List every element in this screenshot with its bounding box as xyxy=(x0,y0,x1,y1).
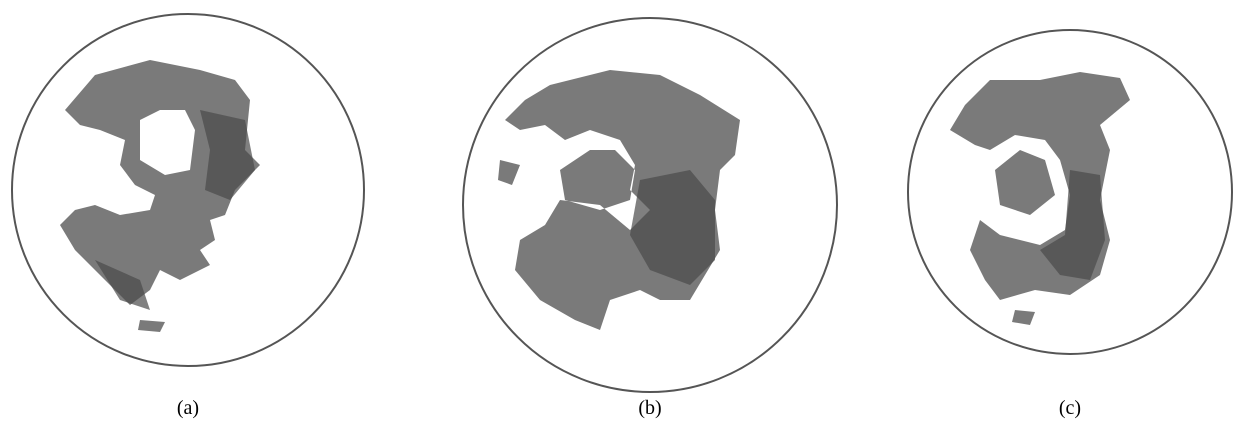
dish-b xyxy=(463,18,837,392)
panel-caption: (b) xyxy=(638,397,661,419)
panel-caption: (a) xyxy=(177,397,199,419)
growth xyxy=(950,72,1130,300)
dish-c xyxy=(908,30,1232,354)
growth xyxy=(1012,310,1035,325)
panel-caption: (c) xyxy=(1059,397,1081,419)
figure: (a) (b) (c) xyxy=(0,0,1236,436)
growth xyxy=(498,160,520,185)
growth xyxy=(138,320,165,332)
dish-a xyxy=(12,14,364,366)
